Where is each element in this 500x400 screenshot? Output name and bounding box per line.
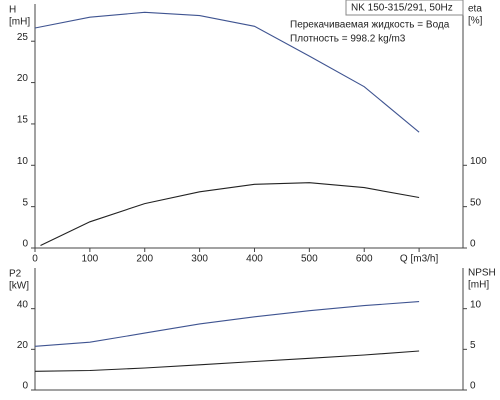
y2-axis-label: eta bbox=[468, 4, 482, 15]
y-axis-label: H bbox=[9, 5, 16, 16]
x-tick-label: Q [m3/h] bbox=[400, 254, 439, 265]
y2-axis-label: NPSH bbox=[468, 268, 496, 279]
y2-tick-label: 10 bbox=[470, 299, 482, 310]
curve bbox=[40, 182, 420, 246]
y-tick-label: 0 bbox=[22, 381, 28, 392]
y2-tick-label: 100 bbox=[470, 156, 487, 167]
y-tick-label: 20 bbox=[17, 73, 29, 84]
chart-title: NK 150-315/291, 50Hz bbox=[351, 3, 453, 14]
y2-tick-label: 5 bbox=[470, 340, 476, 351]
y-axis-label: [kW] bbox=[9, 281, 29, 292]
x-tick-label: 600 bbox=[356, 254, 373, 265]
y2-tick-label: 0 bbox=[470, 381, 476, 392]
y-tick-label: 40 bbox=[17, 299, 29, 310]
x-tick-label: 500 bbox=[301, 254, 318, 265]
title-box bbox=[345, 0, 464, 16]
y2-axis-label: [mH] bbox=[468, 280, 489, 291]
y-tick-label: 25 bbox=[17, 32, 29, 43]
curve bbox=[34, 11, 420, 133]
y-tick-label: 20 bbox=[17, 340, 29, 351]
y-tick-label: 5 bbox=[22, 197, 28, 208]
y-axis-label: [mH] bbox=[9, 17, 30, 28]
y2-tick-label: 50 bbox=[470, 197, 482, 208]
y2-axis-label: [%] bbox=[468, 16, 483, 27]
annotation: Плотность = 998.2 kg/m3 bbox=[290, 34, 406, 45]
x-tick-label: 100 bbox=[82, 254, 99, 265]
y-tick-label: 10 bbox=[17, 156, 29, 167]
x-tick-label: 200 bbox=[136, 254, 153, 265]
y2-tick-label: 0 bbox=[470, 239, 476, 250]
curve bbox=[34, 301, 420, 347]
annotation: Перекачиваемая жидкость = Вода bbox=[290, 20, 450, 31]
y-tick-label: 0 bbox=[22, 239, 28, 250]
x-tick-label: 400 bbox=[246, 254, 263, 265]
y-tick-label: 15 bbox=[17, 115, 29, 126]
y-axis-label: P2 bbox=[9, 269, 22, 280]
x-tick-label: 300 bbox=[191, 254, 208, 265]
curve bbox=[34, 350, 420, 372]
x-tick-label: 0 bbox=[32, 254, 38, 265]
